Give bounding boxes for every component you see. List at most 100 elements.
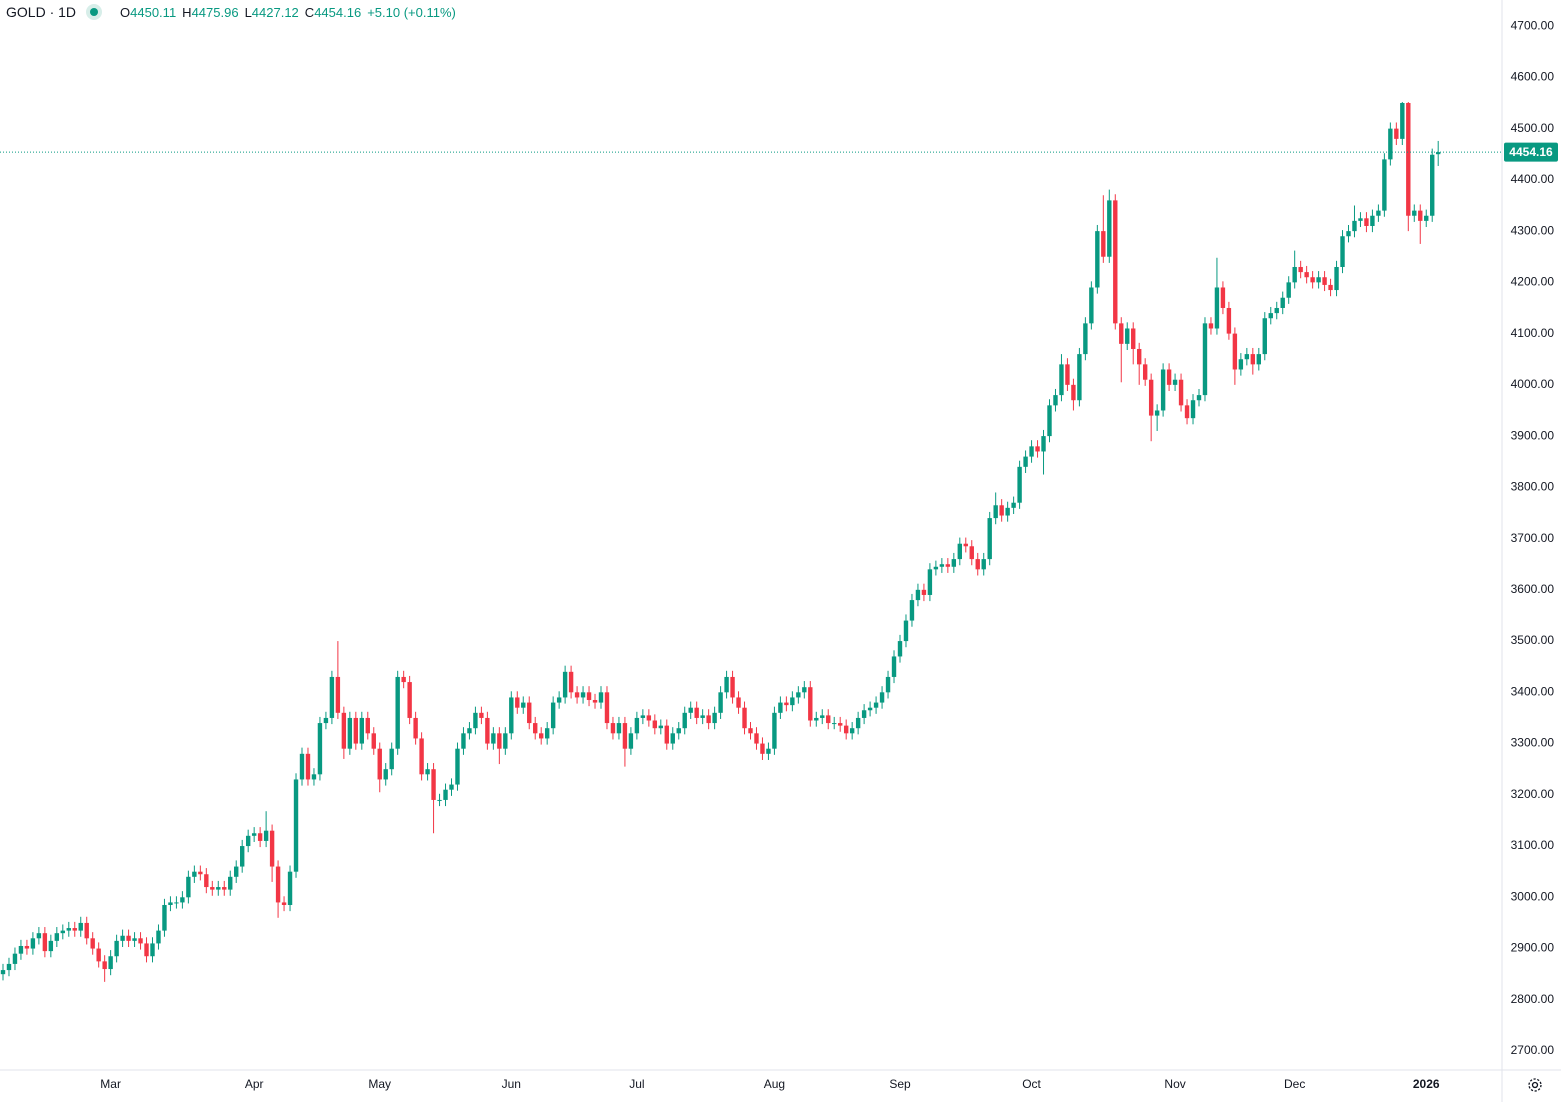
y-tick-label: 3900.00 — [1511, 428, 1555, 442]
candle-body — [1148, 379, 1154, 416]
candle-body — [1053, 395, 1058, 406]
y-tick-label: 2800.00 — [1511, 992, 1555, 1006]
candle-body — [1232, 333, 1238, 370]
candle-body — [353, 717, 359, 744]
candle-body — [676, 728, 681, 734]
candle-body — [1418, 210, 1423, 221]
candle-body — [1220, 287, 1226, 308]
candle-body — [718, 692, 723, 713]
x-tick-label: Oct — [1022, 1077, 1041, 1091]
candle-body — [389, 748, 394, 770]
candle-body — [1388, 128, 1393, 160]
candle-body — [491, 733, 496, 744]
candle-body — [1166, 369, 1172, 385]
candle-body — [1190, 400, 1196, 419]
candle-body — [395, 676, 400, 749]
candle-body — [1154, 410, 1160, 416]
candle-body — [443, 789, 448, 800]
candle-body — [975, 559, 980, 570]
candle-body — [544, 728, 550, 739]
candle-body — [1095, 231, 1100, 288]
candle-body — [1310, 277, 1315, 283]
candle-body — [365, 717, 370, 734]
candle-body — [1262, 318, 1267, 355]
candle-body — [60, 930, 65, 934]
candle-body — [550, 702, 556, 729]
candle-body — [598, 692, 604, 703]
candle-body — [1250, 354, 1256, 365]
candle-body — [843, 725, 849, 734]
candle-body — [228, 876, 233, 890]
symbol-title[interactable]: GOLD · 1D — [6, 4, 77, 20]
y-tick-label: 3800.00 — [1511, 480, 1555, 494]
candle-body — [1172, 379, 1178, 385]
candle-body — [592, 700, 598, 703]
candle-body — [1142, 364, 1148, 380]
candle-body — [299, 753, 305, 780]
candle-body — [335, 676, 341, 713]
settings-icon[interactable] — [1528, 1078, 1542, 1092]
candle-body — [431, 769, 436, 800]
candle-body — [533, 723, 538, 734]
candle-body — [646, 715, 652, 721]
candle-body — [1065, 364, 1070, 385]
candle-body — [144, 943, 149, 957]
last-price-label: 4454.16 — [1509, 145, 1553, 159]
y-tick-label: 4000.00 — [1511, 377, 1555, 391]
candle-body — [461, 733, 466, 749]
candle-body — [521, 702, 526, 708]
candle-body — [293, 779, 299, 872]
candle-body — [12, 953, 18, 964]
y-tick-label: 4600.00 — [1511, 70, 1555, 84]
candle-body — [1430, 154, 1435, 216]
candle-body — [251, 833, 257, 836]
candle-body — [574, 692, 580, 698]
candle-body — [48, 940, 54, 952]
candle-body — [1358, 218, 1363, 221]
candle-body — [234, 866, 239, 877]
candle-body — [1160, 369, 1166, 411]
candle-body — [329, 676, 335, 718]
candle-body — [240, 846, 245, 867]
candle-body — [1071, 384, 1076, 401]
candle-body — [957, 543, 962, 560]
candle-body — [867, 707, 873, 711]
candle-body — [1131, 328, 1136, 349]
candle-body — [162, 904, 167, 931]
candle-body — [257, 833, 263, 841]
candle-body — [1202, 323, 1208, 396]
candle-body — [556, 697, 562, 703]
candle-body — [766, 748, 771, 754]
candle-body — [1334, 266, 1339, 291]
candle-body — [1340, 236, 1345, 267]
x-tick-label: Aug — [764, 1077, 785, 1091]
candle-body — [317, 723, 323, 775]
x-tick-label: Sep — [889, 1077, 911, 1091]
candle-body — [1107, 200, 1112, 257]
candle-body — [969, 546, 974, 560]
candle-body — [1035, 446, 1040, 452]
candle-body — [371, 733, 376, 749]
market-status[interactable] — [90, 8, 99, 16]
candle-body — [1436, 152, 1441, 155]
candle-body — [30, 938, 36, 949]
candle-body — [580, 692, 586, 698]
candle-body — [1017, 466, 1022, 503]
candles — [0, 101, 1441, 982]
candle-body — [90, 938, 95, 949]
y-tick-label: 3600.00 — [1511, 582, 1555, 596]
x-tick-label: May — [368, 1077, 391, 1091]
symbol-legend: GOLD · 1D O 4450.11 H 4475.96 L 4427.12 C 4454.… — [6, 3, 456, 21]
candle-body — [377, 748, 382, 780]
candle-body — [72, 928, 77, 931]
candle-body — [849, 728, 855, 734]
candle-body — [198, 871, 203, 875]
candle-body — [263, 830, 269, 841]
candle-body — [1059, 364, 1064, 396]
candle-body — [1238, 359, 1244, 370]
candle-body — [963, 543, 968, 547]
ohlc-prefix: H — [182, 4, 192, 20]
candle-body — [174, 902, 179, 904]
price-change: +5.10 (+0.11%) — [367, 4, 456, 20]
